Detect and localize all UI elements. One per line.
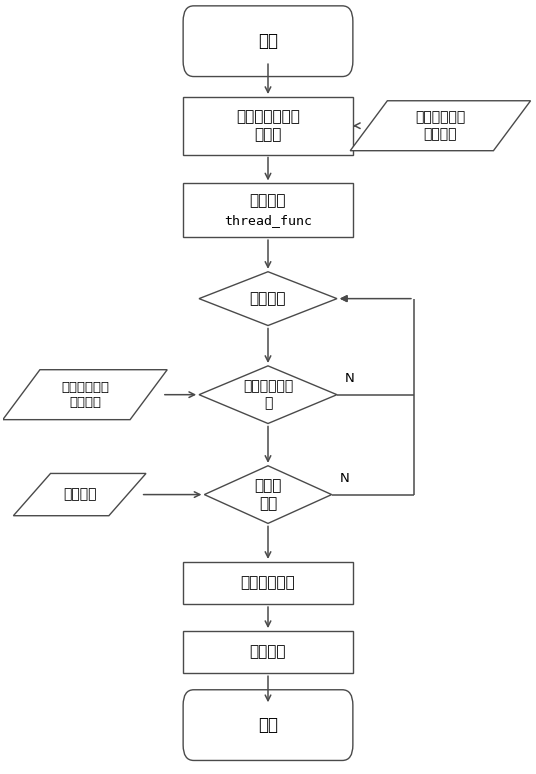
Text: 开始: 开始 [258,33,278,50]
Polygon shape [13,474,146,515]
Text: N: N [340,472,349,485]
Text: 网络数据及卷
积核规模: 网络数据及卷 积核规模 [415,111,466,141]
Bar [183,183,353,237]
FancyBboxPatch shape [183,6,353,77]
Text: thread_func: thread_func [224,214,312,228]
Text: 是否为网络中
规模参数: 是否为网络中 规模参数 [61,381,109,409]
Text: 等待调节间隔: 等待调节间隔 [241,575,295,591]
Bar [183,562,353,604]
Polygon shape [199,366,337,423]
Text: 电压调节: 电压调节 [250,645,286,659]
Text: 等待唤醒: 等待唤醒 [250,291,286,307]
Text: 结束: 结束 [258,716,278,734]
Polygon shape [204,466,332,523]
Polygon shape [350,101,531,151]
Bar [183,97,353,155]
Text: 调节电压: 调节电压 [63,488,96,502]
Polygon shape [199,272,337,326]
Text: 参数有效性验
证: 参数有效性验 证 [243,379,293,409]
Text: 启动调节: 启动调节 [250,194,286,209]
Text: 调节必
要性: 调节必 要性 [254,478,282,511]
Bar [183,631,353,673]
Polygon shape [3,370,167,420]
Text: 创建数据访存地
址关系: 创建数据访存地 址关系 [236,110,300,142]
Text: N: N [345,372,355,385]
FancyBboxPatch shape [183,690,353,761]
